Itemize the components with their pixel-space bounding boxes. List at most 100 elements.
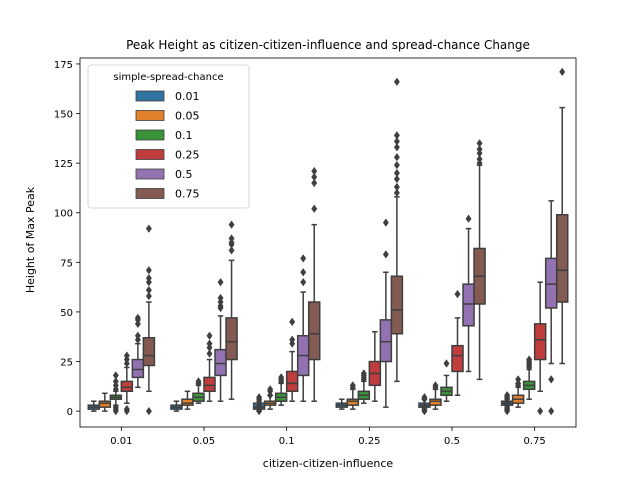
chart-title: Peak Height as citizen-citizen-influence… bbox=[126, 38, 530, 52]
outlier-point bbox=[112, 377, 119, 386]
outlier-point bbox=[476, 155, 483, 164]
outlier-point bbox=[360, 369, 367, 378]
outlier-point bbox=[311, 204, 318, 213]
outlier-point bbox=[311, 178, 318, 188]
outlier-point bbox=[134, 313, 141, 323]
legend-label: 0.5 bbox=[175, 168, 193, 181]
outlier-point bbox=[256, 393, 263, 402]
y-tick-label: 25 bbox=[60, 358, 73, 369]
y-tick-label: 125 bbox=[54, 159, 73, 170]
box-iqr bbox=[203, 376, 216, 393]
outlier-point bbox=[548, 407, 555, 416]
outlier-point bbox=[393, 77, 400, 86]
box-iqr bbox=[346, 398, 360, 406]
legend-title: simple-spread-chance bbox=[113, 72, 223, 83]
outlier-point bbox=[278, 373, 285, 382]
box-iqr bbox=[142, 336, 156, 367]
outlier-point bbox=[300, 254, 307, 263]
box-iqr bbox=[120, 380, 134, 393]
outlier-point bbox=[432, 381, 439, 390]
outlier-point bbox=[145, 224, 152, 233]
box-iqr bbox=[462, 283, 475, 327]
outlier-point bbox=[393, 161, 400, 170]
outlier-point bbox=[393, 131, 400, 140]
outlier-point bbox=[300, 268, 307, 277]
outlier-point bbox=[145, 285, 152, 295]
box-iqr bbox=[131, 358, 145, 379]
x-tick-label: 0.25 bbox=[358, 436, 380, 447]
outlier-point bbox=[123, 405, 130, 414]
outlier-point bbox=[300, 278, 307, 287]
outlier-point bbox=[421, 393, 428, 402]
outlier-point bbox=[134, 331, 141, 340]
outlier-point bbox=[206, 349, 213, 358]
box-iqr bbox=[379, 319, 393, 363]
outlier-point bbox=[206, 339, 213, 348]
outlier-point bbox=[443, 359, 450, 368]
x-tick-label: 0.01 bbox=[110, 436, 132, 447]
outlier-point bbox=[123, 351, 130, 360]
outlier-point bbox=[195, 377, 202, 386]
outlier-point bbox=[145, 266, 152, 275]
y-axis-label: Height of Max Peak bbox=[24, 186, 37, 293]
legend-label: 0.75 bbox=[175, 188, 200, 201]
plot-area: 0 25 50 75 100 125 150 175 0.01 0.05 0.1 0.25 0.5 0.7… bbox=[54, 57, 577, 447]
box-iqr bbox=[429, 398, 442, 406]
outlier-point bbox=[382, 250, 389, 259]
box-iqr bbox=[225, 317, 238, 361]
outlier-point bbox=[311, 172, 318, 182]
outlier-point bbox=[289, 335, 296, 344]
outlier-point bbox=[465, 214, 472, 223]
x-tick-label: 0.1 bbox=[279, 436, 295, 447]
outlier-point bbox=[206, 331, 213, 340]
y-tick-label: 75 bbox=[60, 258, 73, 269]
outlier-point bbox=[393, 137, 400, 146]
legend-label: 0.01 bbox=[175, 90, 200, 103]
box-iqr bbox=[533, 323, 547, 361]
outlier-point bbox=[217, 278, 224, 287]
legend-swatch bbox=[135, 110, 165, 121]
outlier-point bbox=[145, 407, 152, 416]
axes-frame bbox=[79, 57, 577, 428]
outlier-point bbox=[228, 234, 235, 243]
outlier-point bbox=[504, 391, 511, 400]
outlier-point bbox=[454, 289, 461, 299]
legend-frame bbox=[87, 64, 250, 209]
outlier-point bbox=[382, 218, 389, 227]
outlier-point bbox=[393, 153, 400, 162]
outlier-point bbox=[112, 403, 119, 412]
box-iqr bbox=[214, 348, 227, 377]
outlier-point bbox=[393, 182, 400, 192]
legend-label: 0.05 bbox=[175, 110, 200, 123]
legend-swatch bbox=[135, 90, 165, 102]
outlier-point bbox=[515, 375, 522, 384]
x-tick-label: 0.05 bbox=[193, 436, 215, 447]
box-iqr bbox=[390, 275, 404, 335]
box-iqr bbox=[451, 344, 464, 373]
x-axis-label: citizen-citizen-influence bbox=[263, 457, 394, 470]
outlier-point bbox=[145, 274, 152, 283]
outlier-point bbox=[393, 174, 400, 184]
outlier-point bbox=[217, 293, 224, 303]
outlier-point bbox=[228, 220, 235, 229]
legend-swatch bbox=[135, 149, 165, 160]
outlier-point bbox=[476, 139, 483, 148]
outlier-point bbox=[526, 355, 533, 364]
outlier-point bbox=[393, 188, 400, 198]
outlier-point bbox=[476, 145, 483, 154]
x-tick-label: 0.75 bbox=[524, 436, 546, 447]
outlier-point bbox=[267, 385, 274, 394]
outlier-point bbox=[393, 143, 400, 152]
y-tick-label: 150 bbox=[54, 110, 73, 121]
outlier-point bbox=[311, 166, 318, 176]
legend-label: 0.1 bbox=[175, 129, 193, 142]
outlier-point bbox=[559, 67, 566, 77]
y-tick-label: 100 bbox=[54, 209, 73, 220]
outlier-point bbox=[393, 168, 400, 178]
outlier-point bbox=[289, 317, 296, 326]
x-tick-label: 0.5 bbox=[444, 436, 460, 447]
box-iqr bbox=[307, 301, 321, 361]
legend-swatch bbox=[135, 129, 165, 141]
legend-swatch bbox=[135, 188, 165, 199]
box-iqr bbox=[285, 370, 299, 393]
